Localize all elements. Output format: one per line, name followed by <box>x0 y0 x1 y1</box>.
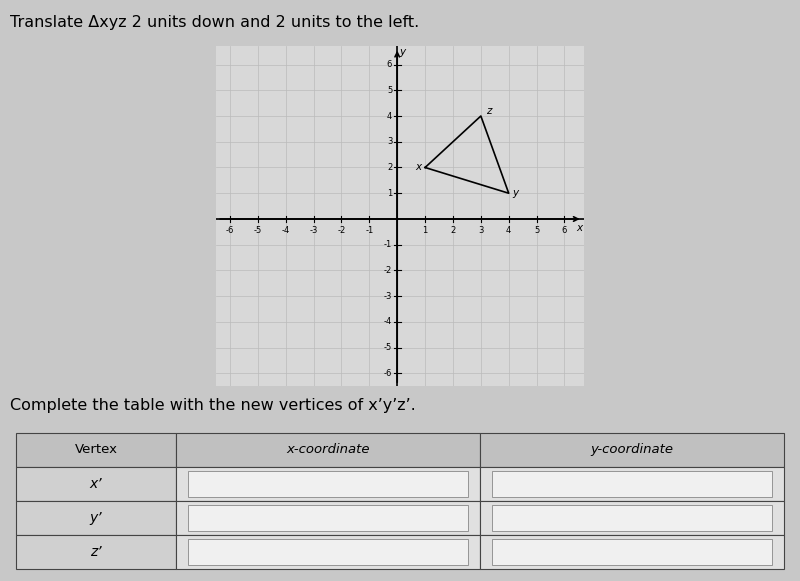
Text: Vertex: Vertex <box>74 443 118 457</box>
Text: 4: 4 <box>506 226 511 235</box>
Text: x’: x’ <box>90 477 102 491</box>
FancyBboxPatch shape <box>16 467 176 501</box>
Text: 5: 5 <box>387 86 392 95</box>
FancyBboxPatch shape <box>16 535 176 569</box>
Text: 1: 1 <box>422 226 428 235</box>
Text: x: x <box>415 163 421 173</box>
Text: -3: -3 <box>310 226 318 235</box>
Text: -6: -6 <box>226 226 234 235</box>
Text: y: y <box>399 46 406 56</box>
FancyBboxPatch shape <box>480 501 784 535</box>
Text: 5: 5 <box>534 226 539 235</box>
Text: -1: -1 <box>384 241 392 249</box>
Text: 3: 3 <box>387 137 392 146</box>
Text: z: z <box>486 106 492 116</box>
FancyBboxPatch shape <box>492 505 772 531</box>
Text: -3: -3 <box>384 292 392 301</box>
Text: -5: -5 <box>384 343 392 352</box>
Text: -1: -1 <box>366 226 374 235</box>
Text: x-coordinate: x-coordinate <box>286 443 370 457</box>
Text: 2: 2 <box>450 226 455 235</box>
Text: -5: -5 <box>254 226 262 235</box>
Text: 6: 6 <box>562 226 567 235</box>
Text: -6: -6 <box>384 369 392 378</box>
Text: Translate Δxyz 2 units down and 2 units to the left.: Translate Δxyz 2 units down and 2 units … <box>10 15 420 30</box>
Text: Complete the table with the new vertices of x’y’z’.: Complete the table with the new vertices… <box>10 398 416 413</box>
FancyBboxPatch shape <box>480 467 784 501</box>
Text: z’: z’ <box>90 546 102 560</box>
FancyBboxPatch shape <box>188 539 468 565</box>
Text: 1: 1 <box>387 189 392 198</box>
Text: -4: -4 <box>282 226 290 235</box>
Text: y: y <box>513 188 518 198</box>
Text: y’: y’ <box>90 511 102 525</box>
FancyBboxPatch shape <box>176 467 480 501</box>
FancyBboxPatch shape <box>492 539 772 565</box>
Text: 2: 2 <box>387 163 392 172</box>
Text: -2: -2 <box>384 266 392 275</box>
FancyBboxPatch shape <box>176 535 480 569</box>
Text: -4: -4 <box>384 317 392 327</box>
FancyBboxPatch shape <box>480 433 784 467</box>
FancyBboxPatch shape <box>176 501 480 535</box>
FancyBboxPatch shape <box>188 505 468 531</box>
Text: x: x <box>577 223 583 233</box>
FancyBboxPatch shape <box>480 535 784 569</box>
Text: -2: -2 <box>338 226 346 235</box>
FancyBboxPatch shape <box>492 471 772 497</box>
FancyBboxPatch shape <box>188 471 468 497</box>
FancyBboxPatch shape <box>176 433 480 467</box>
Text: 4: 4 <box>387 112 392 120</box>
Text: 3: 3 <box>478 226 483 235</box>
Text: y-coordinate: y-coordinate <box>590 443 674 457</box>
FancyBboxPatch shape <box>16 501 176 535</box>
Text: 6: 6 <box>387 60 392 69</box>
FancyBboxPatch shape <box>16 433 176 467</box>
